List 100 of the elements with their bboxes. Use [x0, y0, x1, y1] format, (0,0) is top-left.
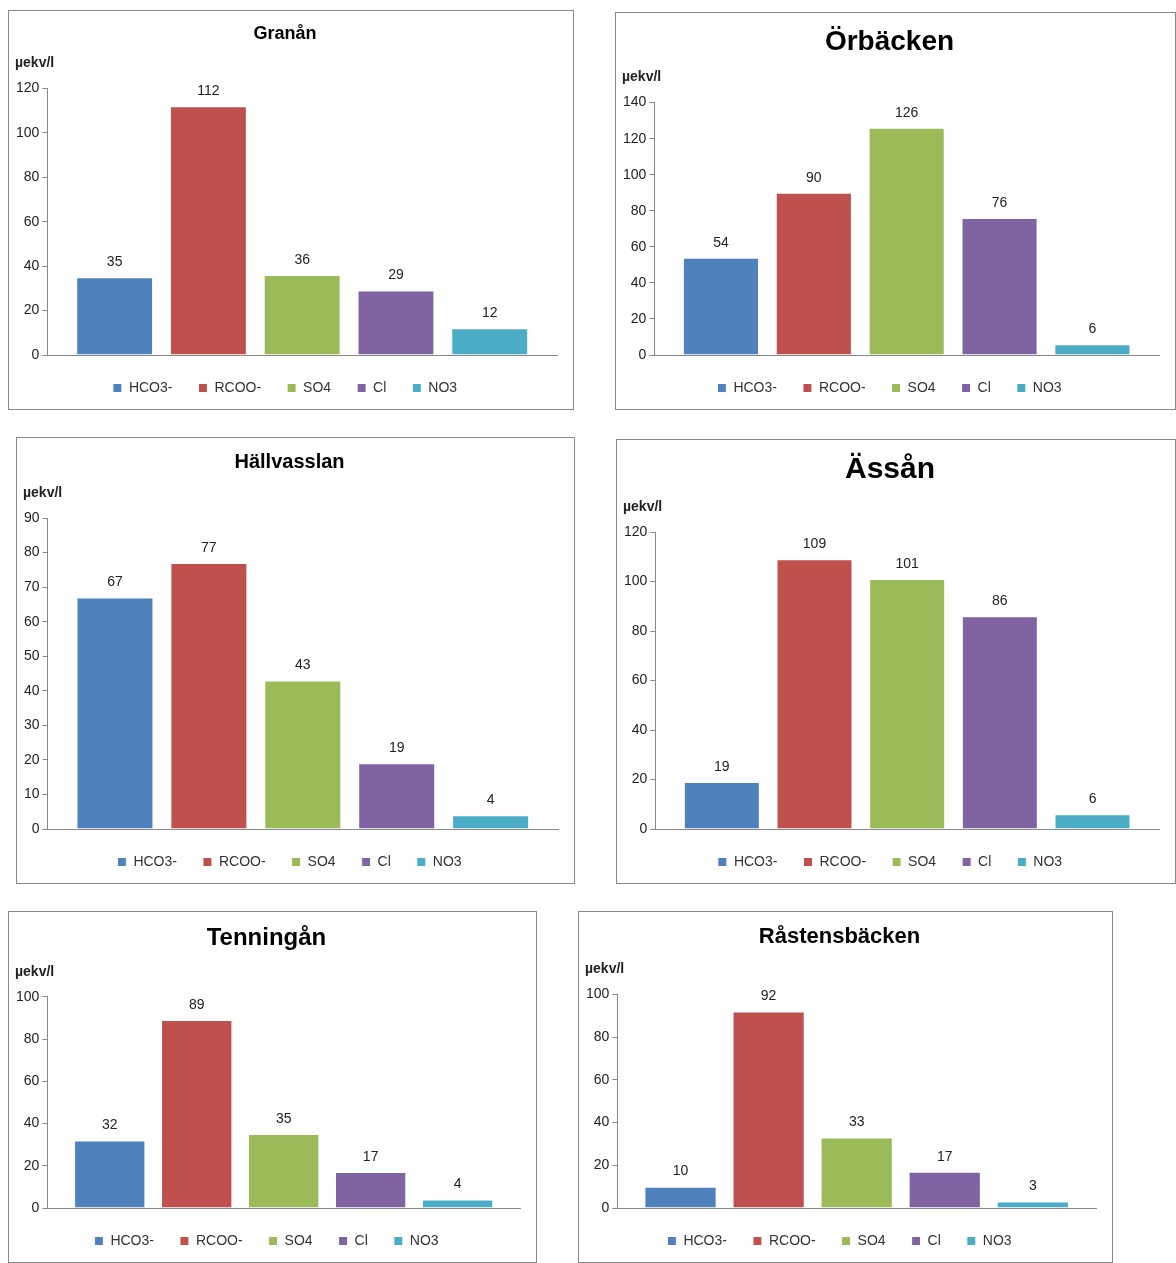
data-label: 35 — [275, 1109, 292, 1126]
data-label: 43 — [295, 656, 311, 673]
data-label: 4 — [453, 1175, 462, 1192]
legend-label: HCO3- — [128, 378, 173, 395]
y-tick-label: 120 — [624, 522, 648, 539]
legend-label: NO3 — [432, 852, 462, 869]
legend-label: Cl — [373, 378, 387, 395]
y-tick-label: 40 — [630, 273, 647, 290]
y-tick-label: 40 — [23, 257, 40, 274]
legend-label: SO4 — [908, 852, 937, 869]
data-label: 17 — [362, 1147, 379, 1164]
y-tick-label: 100 — [16, 987, 40, 1004]
y-axis-title: µekv/l — [15, 962, 55, 979]
y-tick-label: 60 — [630, 237, 647, 254]
data-label: 6 — [1088, 320, 1097, 337]
legend-label: SO4 — [303, 378, 332, 395]
y-tick-label: 0 — [31, 1198, 40, 1215]
chart-title: Råstensbäcken — [758, 923, 921, 949]
data-label: 19 — [714, 757, 730, 774]
legend-label: SO4 — [857, 1231, 886, 1248]
data-label: 36 — [294, 250, 311, 267]
y-tick-label: 20 — [593, 1156, 610, 1173]
y-tick-label: 120 — [623, 129, 647, 146]
legend-label: RCOO- — [768, 1231, 816, 1248]
y-tick-label: 20 — [23, 301, 40, 318]
y-tick-label: 60 — [23, 1072, 40, 1089]
legend-label: HCO3- — [110, 1231, 155, 1248]
data-label: 19 — [388, 739, 405, 756]
data-label: 32 — [101, 1116, 118, 1133]
data-label: 4 — [486, 791, 495, 808]
y-tick-label: 60 — [631, 671, 648, 688]
data-label: 90 — [806, 168, 822, 185]
y-tick-label: 70 — [23, 577, 40, 594]
data-label: 33 — [848, 1113, 865, 1130]
legend-label: Cl — [977, 378, 991, 395]
data-label: 3 — [1028, 1177, 1037, 1194]
legend-label: RCOO- — [818, 378, 866, 395]
y-tick-label: 20 — [630, 309, 647, 326]
legend-label: Cl — [377, 852, 391, 869]
y-tick-label: 120 — [16, 79, 40, 96]
legend-label: RCOO- — [218, 852, 266, 869]
legend-label: NO3 — [1033, 852, 1063, 869]
y-tick-label: 10 — [23, 785, 40, 802]
data-label: 101 — [895, 554, 920, 571]
data-label: 35 — [106, 253, 123, 270]
data-label: 76 — [991, 193, 1008, 210]
legend-label: SO4 — [284, 1231, 313, 1248]
data-label: 54 — [713, 233, 729, 250]
y-tick-label: 80 — [593, 1027, 610, 1044]
chart-title: Granån — [253, 22, 317, 43]
y-tick-label: 0 — [31, 819, 40, 836]
y-tick-label: 80 — [630, 201, 647, 218]
y-axis-title: µekv/l — [23, 483, 63, 500]
legend-label: NO3 — [1032, 378, 1062, 395]
legend-label: Cl — [354, 1231, 368, 1248]
y-tick-label: 40 — [593, 1113, 610, 1130]
legend-label: NO3 — [409, 1231, 439, 1248]
data-label: 77 — [201, 538, 217, 555]
y-tick-label: 80 — [23, 543, 40, 560]
y-tick-label: 20 — [23, 1156, 40, 1173]
legend-label: Cl — [978, 852, 992, 869]
y-axis-title: µekv/l — [585, 960, 625, 977]
legend-label: RCOO- — [819, 852, 867, 869]
data-label: 126 — [895, 103, 919, 120]
data-label: 86 — [992, 592, 1008, 609]
y-axis-title: µekv/l — [15, 54, 55, 71]
legend-label: HCO3- — [683, 1231, 728, 1248]
data-label: 67 — [107, 573, 123, 590]
y-tick-label: 30 — [23, 716, 40, 733]
data-label: 12 — [481, 304, 498, 321]
data-label: 17 — [936, 1147, 953, 1164]
chart-title: Hällvasslan — [234, 449, 345, 472]
legend-label: HCO3- — [733, 378, 778, 395]
data-label: 112 — [197, 82, 220, 99]
y-tick-label: 60 — [593, 1070, 610, 1087]
legend-label: HCO3- — [133, 852, 178, 869]
legend-label: NO3 — [428, 378, 458, 395]
data-label: 92 — [760, 987, 777, 1004]
y-tick-label: 100 — [586, 985, 610, 1002]
y-tick-label: 0 — [638, 345, 647, 362]
data-label: 10 — [672, 1162, 689, 1179]
y-tick-label: 0 — [601, 1198, 610, 1215]
y-tick-label: 100 — [16, 123, 40, 140]
y-tick-label: 0 — [639, 819, 648, 836]
legend-label: NO3 — [982, 1231, 1012, 1248]
data-label: 89 — [188, 995, 205, 1012]
y-tick-label: 80 — [23, 168, 40, 185]
legend-label: RCOO- — [214, 378, 262, 395]
data-label: 6 — [1088, 790, 1097, 807]
y-tick-label: 60 — [23, 212, 40, 229]
y-tick-label: 20 — [23, 750, 40, 767]
y-tick-label: 80 — [23, 1029, 40, 1046]
data-label: 109 — [802, 535, 827, 552]
y-tick-label: 40 — [631, 720, 648, 737]
legend-label: SO4 — [307, 852, 336, 869]
y-tick-label: 40 — [23, 1114, 40, 1131]
chart-title: Ässån — [844, 451, 936, 485]
y-tick-label: 100 — [624, 572, 648, 589]
y-tick-label: 0 — [31, 345, 40, 362]
legend-label: HCO3- — [733, 852, 778, 869]
